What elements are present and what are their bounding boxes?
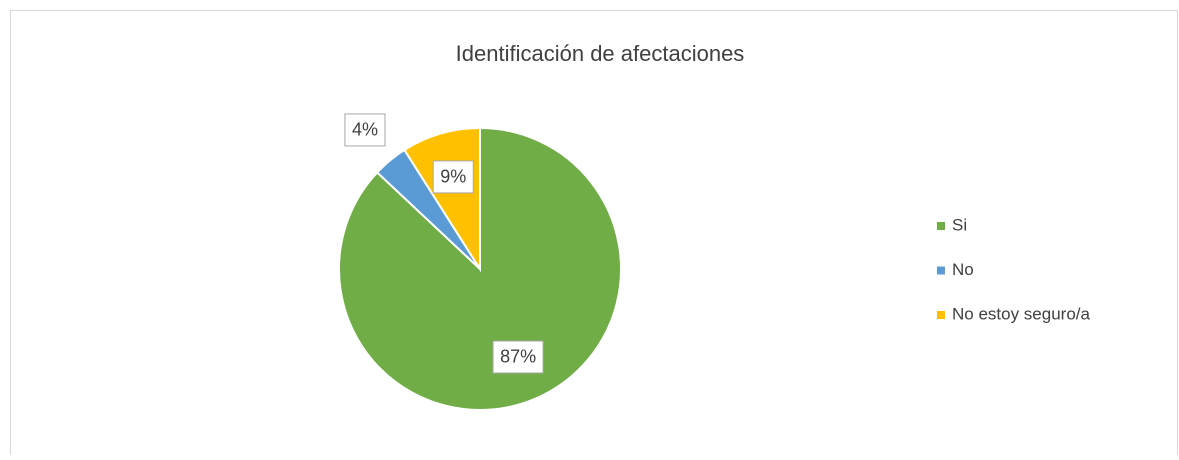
data-label-text: 87% xyxy=(500,347,536,367)
legend-swatch xyxy=(937,266,945,275)
data-label-box xyxy=(492,340,544,374)
chart-title: Identificación de afectaciones xyxy=(456,41,745,66)
data-label: 4% xyxy=(344,113,386,147)
legend-swatch xyxy=(937,222,945,230)
legend-label: No xyxy=(952,260,974,279)
data-label-box xyxy=(432,160,474,194)
data-label-box xyxy=(344,113,386,147)
data-label: 87% xyxy=(492,340,544,374)
legend-label: No estoy seguro/a xyxy=(952,304,1091,323)
data-label-text: 4% xyxy=(352,120,378,140)
data-label-text: 9% xyxy=(440,167,466,187)
legend-swatch xyxy=(937,311,945,319)
legend-label: Si xyxy=(952,215,967,234)
data-label: 9% xyxy=(432,160,474,194)
